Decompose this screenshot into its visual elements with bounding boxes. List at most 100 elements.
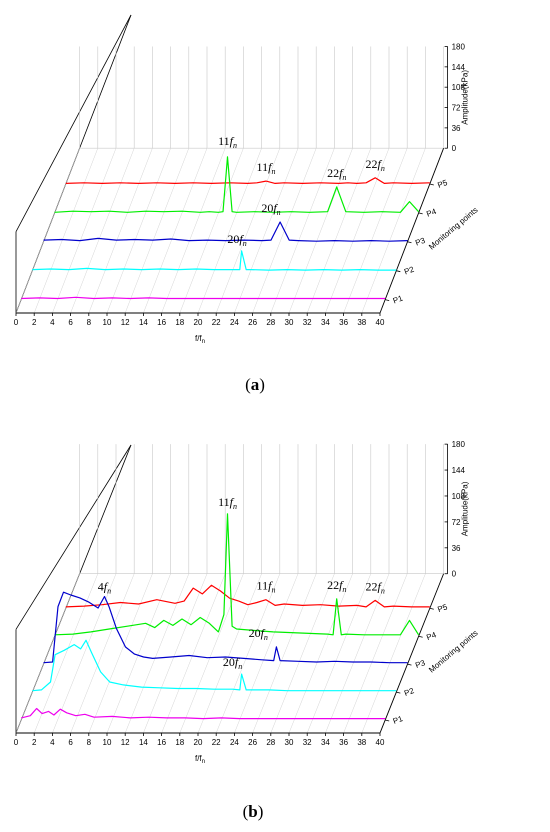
peak-annotation: 22fn xyxy=(366,579,385,595)
x-tick-label: 4 xyxy=(50,738,55,747)
floor-gridline xyxy=(306,148,372,314)
x-tick-label: 18 xyxy=(175,318,184,327)
x-tick-label: 10 xyxy=(103,318,112,327)
floor-gridline xyxy=(343,573,408,734)
depth-tick xyxy=(407,663,412,666)
x-tick-label: 8 xyxy=(87,738,92,747)
x-tick-label: 0 xyxy=(14,318,19,327)
floor-gridline xyxy=(234,573,299,734)
z-tick-label: 72 xyxy=(452,104,461,113)
floor-gridline xyxy=(270,573,335,734)
x-tick-label: 26 xyxy=(248,738,257,747)
floor-gridline xyxy=(33,148,99,314)
floor-gridline xyxy=(52,148,117,314)
x-tick-label: 12 xyxy=(121,738,130,747)
z-tick-label: 72 xyxy=(452,518,461,527)
depth-tick xyxy=(385,299,390,301)
x-tick-label: 40 xyxy=(376,738,385,747)
x-tick-label: 26 xyxy=(248,318,257,327)
series-line-p2 xyxy=(32,639,397,692)
floor-gridline xyxy=(106,573,171,734)
floor-gridline xyxy=(161,573,226,734)
depth-tick xyxy=(407,241,412,244)
panel-label: (b) xyxy=(243,802,264,821)
floor-gridline xyxy=(15,148,80,314)
peak-annotation: 22fn xyxy=(327,166,346,182)
depth-tick xyxy=(418,212,423,215)
floor-gridline xyxy=(161,148,226,314)
x-tick-label: 4 xyxy=(50,318,55,327)
x-axis-label: f/fn xyxy=(195,754,205,765)
x-tick-label: 30 xyxy=(285,738,294,747)
floor-gridline xyxy=(288,573,353,734)
floor-gridline xyxy=(197,573,262,734)
depth-axis xyxy=(379,573,445,734)
x-tick-label: 0 xyxy=(14,738,19,747)
panel-label: (a) xyxy=(245,375,265,394)
floor-gridline xyxy=(306,573,372,734)
floor-gridline xyxy=(361,148,426,314)
x-tick-label: 40 xyxy=(376,318,385,327)
floor-gridline xyxy=(252,573,317,734)
z-tick-label: 180 xyxy=(452,440,466,449)
series-line-p3 xyxy=(43,591,408,664)
floor-gridline xyxy=(106,148,171,314)
depth-axis xyxy=(379,148,445,314)
x-tick-label: 6 xyxy=(68,738,73,747)
x-tick-label: 38 xyxy=(357,738,366,747)
x-tick-label: 22 xyxy=(212,318,221,327)
x-tick-label: 28 xyxy=(266,738,275,747)
x-tick-label: 14 xyxy=(139,318,148,327)
depth-tick xyxy=(396,270,401,273)
floor-gridline xyxy=(325,148,390,314)
depth-tick-label: P4 xyxy=(425,630,438,642)
x-tick-label: 38 xyxy=(357,318,366,327)
floor-gridline xyxy=(215,148,281,314)
peak-annotation: 11fn xyxy=(257,160,276,176)
x-axis-label: f/fn xyxy=(195,334,205,345)
x-tick-label: 24 xyxy=(230,318,239,327)
depth-tick xyxy=(396,691,401,694)
floor-gridline xyxy=(143,148,208,314)
floor-gridline xyxy=(33,573,99,734)
floor-gridline xyxy=(124,573,190,734)
x-tick-label: 22 xyxy=(212,738,221,747)
floor-gridline xyxy=(361,573,426,734)
floor-gridline xyxy=(15,573,80,734)
depth-tick-label: P1 xyxy=(392,293,405,305)
x-tick-label: 32 xyxy=(303,318,312,327)
peak-annotation: 20fn xyxy=(261,201,280,217)
peak-annotation: 4fn xyxy=(98,579,111,595)
x-tick-label: 12 xyxy=(121,318,130,327)
series-line-p1 xyxy=(21,296,386,300)
peak-annotation: 11fn xyxy=(218,134,237,150)
floor-gridline xyxy=(143,573,208,734)
x-tick-label: 30 xyxy=(285,318,294,327)
depth-tick-label: P3 xyxy=(414,236,427,248)
series-line-p2 xyxy=(32,250,397,271)
series-line-p5 xyxy=(65,584,430,608)
z-tick-label: 144 xyxy=(452,63,466,72)
z-tick-label: 108 xyxy=(452,83,466,92)
x-tick-label: 14 xyxy=(139,738,148,747)
x-tick-label: 20 xyxy=(194,738,203,747)
floor-gridline xyxy=(343,148,408,314)
floor-gridline xyxy=(234,148,299,314)
peak-annotation: 11fn xyxy=(257,579,276,595)
z-axis-label: Amplitude(kPa) xyxy=(461,481,470,536)
x-tick-label: 34 xyxy=(321,738,330,747)
floor-gridline xyxy=(124,148,190,314)
series-line-p5 xyxy=(65,177,430,184)
x-tick-label: 10 xyxy=(103,738,112,747)
z-axis-label: Amplitude(kPa) xyxy=(461,70,470,125)
top-left-edge xyxy=(15,14,132,232)
depth-tick-label: P3 xyxy=(414,658,427,670)
depth-tick-label: P1 xyxy=(392,714,405,726)
depth-tick-label: P5 xyxy=(436,602,449,614)
z-tick-label: 144 xyxy=(452,466,466,475)
depth-tick-label: P2 xyxy=(403,686,416,698)
x-tick-label: 28 xyxy=(266,318,275,327)
